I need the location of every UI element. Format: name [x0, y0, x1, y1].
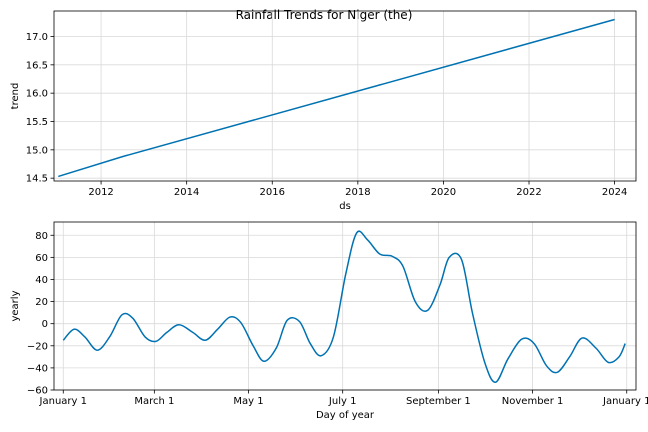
panel1-y-tick-label: 16.5: [26, 60, 48, 71]
panel2-y-tick-label: 40: [35, 275, 48, 286]
panel1-axes-frame: [53, 10, 637, 182]
panel2-y-tick-label: −60: [27, 386, 48, 397]
panel2-y-tick-label: −20: [27, 341, 48, 352]
panel2-y-tick-label: 0: [42, 319, 48, 330]
panel2-x-tick-label: July 1: [328, 396, 357, 407]
panel2-x-tick-label: May 1: [233, 396, 263, 407]
panel2-x-axis-label: Day of year: [316, 410, 375, 421]
panel2-x-tick-label: September 1: [406, 396, 471, 407]
panel2-y-tick-label: −40: [27, 363, 48, 374]
panel2-y-tick-label: 20: [35, 297, 48, 308]
panel1-x-tick-label: 2014: [174, 187, 199, 198]
panel2-y-tick-label: 60: [35, 253, 48, 264]
panel1-x-tick-label: 2018: [345, 187, 370, 198]
panel1-x-tick-label: 2016: [260, 187, 285, 198]
panel2-x-tick-label: January 1: [602, 396, 648, 407]
panel2-series-line: [62, 230, 626, 384]
panel2-y-tick-label: 80: [35, 231, 48, 242]
chart-title: Rainfall Trends for Niger (the): [236, 8, 413, 22]
panel2-x-tick-label: November 1: [502, 396, 564, 407]
panel1-y-tick-label: 16.0: [26, 89, 48, 100]
panel1-y-tick-label: 14.5: [26, 174, 48, 185]
panel1-x-tick-label: 2022: [516, 187, 541, 198]
panel2-axes-frame: [53, 221, 637, 391]
panel2-x-tick-label: March 1: [134, 396, 174, 407]
panel1-series-line: [58, 18, 615, 178]
panel1-y-axis-label: trend: [10, 83, 21, 110]
panel1-y-tick-label: 15.5: [26, 117, 48, 128]
panel1-x-axis-label: ds: [339, 201, 351, 212]
panel1-x-tick-label: 2024: [602, 187, 627, 198]
panel1-y-tick-label: 17.0: [26, 32, 48, 43]
panel2-x-tick-label: January 1: [39, 396, 87, 407]
panel1-x-tick-label: 2020: [431, 187, 456, 198]
panel1-x-tick-label: 2012: [88, 187, 113, 198]
panel1-y-tick-label: 15.0: [26, 145, 48, 156]
panel2-y-axis-label: yearly: [10, 290, 21, 321]
